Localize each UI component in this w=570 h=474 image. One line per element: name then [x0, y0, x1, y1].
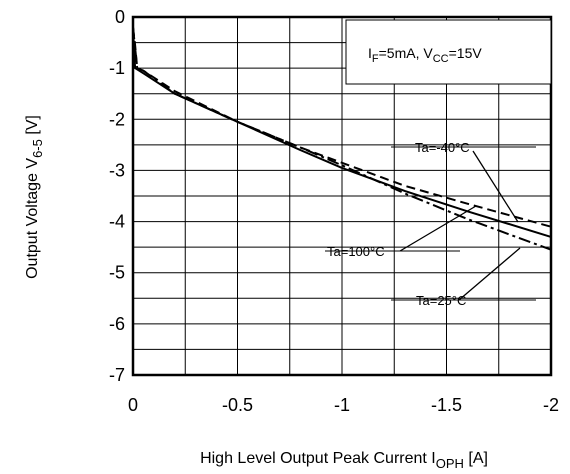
y-axis-title: Output Voltage V6-5 [V]	[24, 115, 45, 279]
y-tick-label: -6	[109, 314, 125, 334]
series-group	[132, 27, 552, 251]
y-tick-label: -2	[109, 109, 125, 129]
condition-text: IF=5mA, VCC=15V	[368, 45, 482, 65]
annotation-ta-100: Ta=100°C	[327, 244, 385, 259]
annotation-ta-minus40: Ta=-40°C	[415, 140, 470, 155]
x-tick-label: -1.5	[431, 395, 462, 415]
x-tick-label: -0.5	[222, 395, 253, 415]
y-tick-label: -7	[109, 365, 125, 385]
y-tick-label: -3	[109, 160, 125, 180]
y-tick-label: -1	[109, 58, 125, 78]
y-tick-labels: 0 -1 -2 -3 -4 -5 -6 -7	[109, 7, 125, 385]
x-tick-label: 0	[128, 395, 138, 415]
annotations: Ta=-40°C Ta=100°C Ta=25°C	[325, 140, 536, 308]
annotation-ta-25: Ta=25°C	[416, 293, 466, 308]
x-tick-label: -1	[334, 395, 350, 415]
x-axis-title: High Level Output Peak Current IOPH [A]	[200, 450, 488, 471]
y-tick-label: -4	[109, 212, 125, 232]
x-tick-label: -2	[543, 395, 559, 415]
x-tick-labels: 0 -0.5 -1 -1.5 -2	[128, 395, 559, 415]
y-tick-label: 0	[115, 7, 125, 27]
condition-box: IF=5mA, VCC=15V	[345, 19, 552, 85]
y-tick-label: -5	[109, 263, 125, 283]
plot-frame	[131, 15, 553, 377]
series-line-ta25c	[132, 27, 552, 251]
